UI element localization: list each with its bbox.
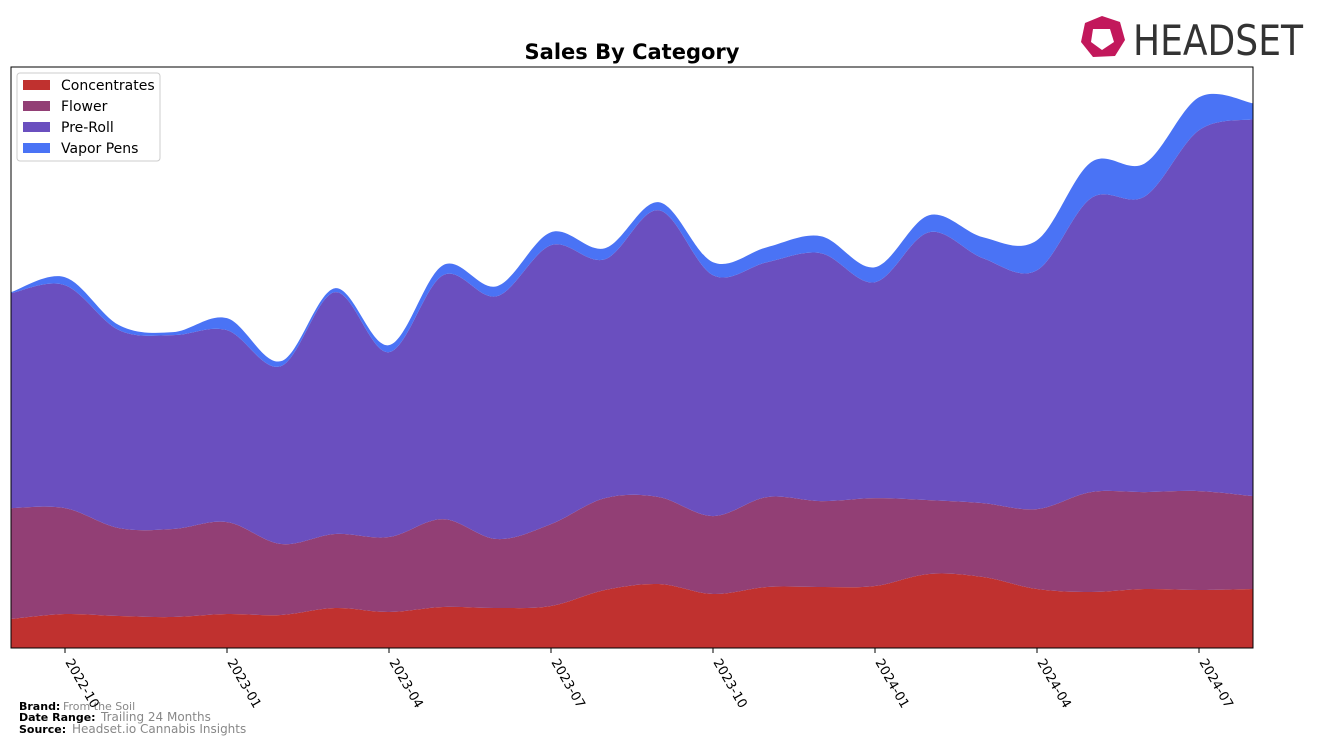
- footer-label: Source:: [19, 723, 66, 736]
- x-tick-label: 2023-07: [548, 657, 588, 712]
- legend-label: Vapor Pens: [61, 141, 138, 157]
- area: [11, 93, 1253, 367]
- logo-icon-inner: [1091, 29, 1114, 50]
- x-tick-label: 2024-04: [1034, 657, 1074, 712]
- legend-swatch: [23, 80, 50, 90]
- area: [11, 490, 1253, 620]
- legend-label: Concentrates: [61, 78, 155, 94]
- chart-title: Sales By Category: [525, 40, 740, 64]
- plot-frame: [10, 66, 1254, 649]
- area: [11, 119, 1253, 545]
- footer-label: Date Range:: [19, 711, 96, 724]
- legend-swatch: [23, 122, 50, 132]
- legend-box: [16, 72, 161, 162]
- x-tick-label: 2024-01: [872, 657, 912, 712]
- footer-value: Headset.io Cannabis Insights: [72, 722, 246, 736]
- logo: HEADSET: [1081, 16, 1303, 65]
- logo-text: HEADSET: [1133, 16, 1303, 65]
- footer: Brand: From the Soil Date Range: Trailin…: [19, 700, 246, 736]
- x-tick-label: 2024-07: [1196, 657, 1236, 712]
- x-tick-label: 2023-04: [386, 657, 426, 712]
- footer-value: From the Soil: [63, 700, 135, 713]
- area: [11, 573, 1253, 648]
- footer-label: Brand:: [19, 700, 60, 713]
- x-tick-label: 2023-01: [224, 657, 264, 712]
- legend: Concentrates Flower Pre-Roll Vapor Pens: [16, 72, 161, 162]
- legend-swatch: [23, 101, 50, 111]
- footer-value: Trailing 24 Months: [100, 710, 211, 724]
- x-tick-label: 2023-10: [710, 657, 750, 712]
- legend-swatch: [23, 143, 50, 153]
- plot-area: [11, 93, 1253, 648]
- legend-label: Flower: [61, 99, 108, 115]
- legend-label: Pre-Roll: [61, 120, 114, 136]
